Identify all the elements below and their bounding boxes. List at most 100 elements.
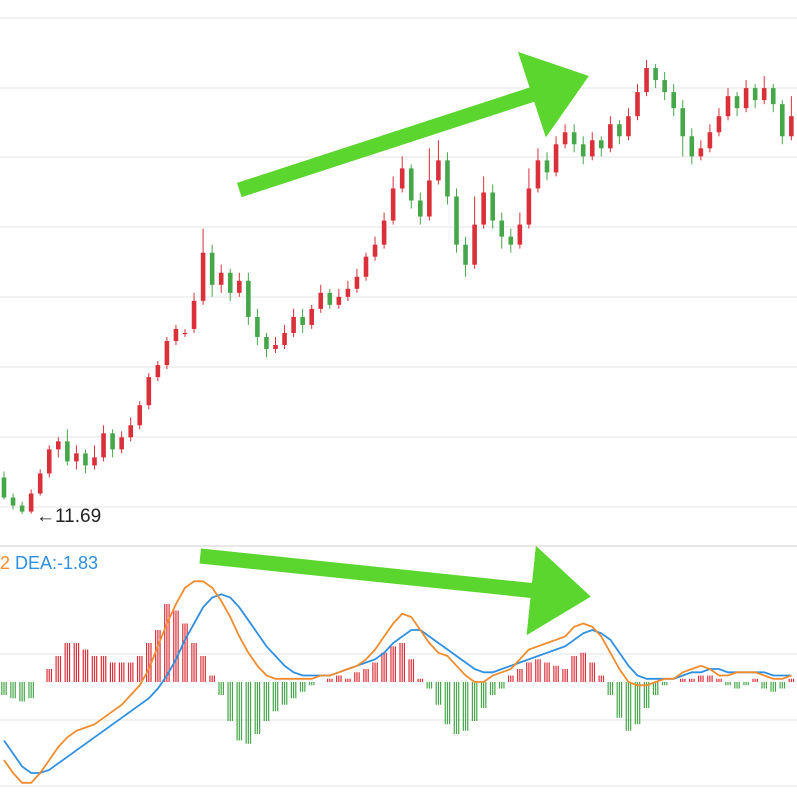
candle-body: [599, 140, 604, 149]
candle-body: [698, 148, 704, 157]
candle-body: [336, 296, 342, 305]
candle-body: [10, 497, 16, 506]
candle-body: [372, 244, 378, 257]
candle-body: [28, 493, 34, 512]
candle-body: [743, 88, 749, 109]
candle-body: [644, 68, 649, 93]
candle-body: [725, 96, 731, 117]
candle-body: [626, 116, 631, 137]
candle-body: [155, 365, 161, 378]
candle-body: [300, 316, 305, 325]
candle-body: [734, 96, 740, 109]
candle-body: [19, 505, 25, 512]
candle-body: [526, 188, 532, 225]
candle-body: [399, 168, 405, 189]
candle-body: [246, 280, 251, 317]
candle-body: [173, 328, 179, 341]
candle-body: [472, 224, 477, 265]
candle-body: [418, 200, 423, 217]
candle-body: [318, 292, 324, 309]
candle-body: [354, 276, 360, 289]
dif-legend: 2: [0, 553, 11, 573]
macd-legend: 2 DEA:-1.83: [0, 553, 98, 574]
candle-body: [653, 68, 658, 81]
candle-body: [671, 92, 676, 109]
candle-body: [37, 473, 43, 494]
candle-body: [427, 180, 432, 217]
candle-body: [535, 160, 541, 189]
candlestick-series: [1, 60, 794, 514]
grid-lines: [0, 17, 797, 787]
candle-body: [92, 457, 97, 466]
candle-body: [381, 220, 387, 245]
candle-body: [200, 252, 206, 301]
candle-body: [481, 192, 486, 225]
candle-body: [119, 437, 124, 450]
candle-body: [490, 192, 495, 221]
candle-body: [707, 132, 713, 149]
candle-body: [716, 116, 722, 133]
candle-body: [227, 272, 233, 293]
candle-body: [752, 88, 758, 101]
low-price-label: ←11.69: [36, 506, 102, 527]
candle-body: [218, 272, 224, 285]
candle-body: [662, 80, 667, 93]
candle-body: [209, 252, 215, 285]
candle-body: [499, 220, 505, 237]
candle-body: [761, 88, 767, 101]
trend-up-arrow: [236, 51, 589, 198]
candle-body: [562, 132, 568, 145]
candle-body: [517, 224, 523, 245]
candle-body: [264, 336, 269, 350]
candle-body: [327, 292, 333, 305]
candle-body: [46, 449, 52, 474]
candle-body: [345, 288, 351, 297]
candle-body: [445, 160, 450, 197]
candle-body: [589, 140, 595, 157]
candle-body: [309, 308, 314, 325]
candle-body: [544, 160, 550, 173]
dea-line: [3, 593, 792, 774]
candle-body: [65, 441, 70, 462]
candle-body: [164, 340, 170, 366]
candle-body: [689, 136, 695, 157]
candle-body: [789, 116, 794, 137]
candle-body: [273, 345, 278, 350]
candle-body: [580, 144, 586, 157]
candle-body: [571, 132, 577, 145]
candle-body: [137, 405, 143, 426]
candle-body: [282, 332, 287, 346]
dea-legend: DEA:-1.83: [15, 553, 99, 573]
candle-body: [74, 453, 79, 462]
candle-body: [463, 244, 468, 265]
candle-body: [635, 92, 640, 117]
candle-body: [146, 377, 152, 406]
candle-body: [780, 104, 785, 137]
candle-body: [617, 124, 622, 137]
trend-down-arrow: [199, 545, 591, 636]
candle-body: [508, 236, 514, 245]
macd-histogram: [1, 604, 795, 744]
candle-body: [101, 433, 106, 458]
candle-body: [408, 168, 414, 201]
candle-body: [191, 300, 197, 329]
candle-body: [182, 332, 188, 335]
candle-body: [454, 196, 459, 245]
candle-body: [291, 316, 296, 333]
candle-body: [390, 188, 396, 221]
candle-body: [608, 124, 613, 149]
candle-body: [553, 144, 559, 173]
candle-body: [363, 256, 369, 277]
candle-body: [237, 280, 242, 293]
candle-body: [110, 433, 115, 450]
candle-body: [56, 441, 61, 450]
candle-body: [128, 425, 133, 438]
candle-body: [770, 88, 776, 105]
dif-line: [3, 580, 792, 784]
candle-body: [83, 453, 88, 466]
candle-body: [436, 160, 441, 181]
candle-body: [1, 477, 7, 498]
candle-body: [255, 316, 260, 337]
candle-body: [680, 108, 686, 137]
